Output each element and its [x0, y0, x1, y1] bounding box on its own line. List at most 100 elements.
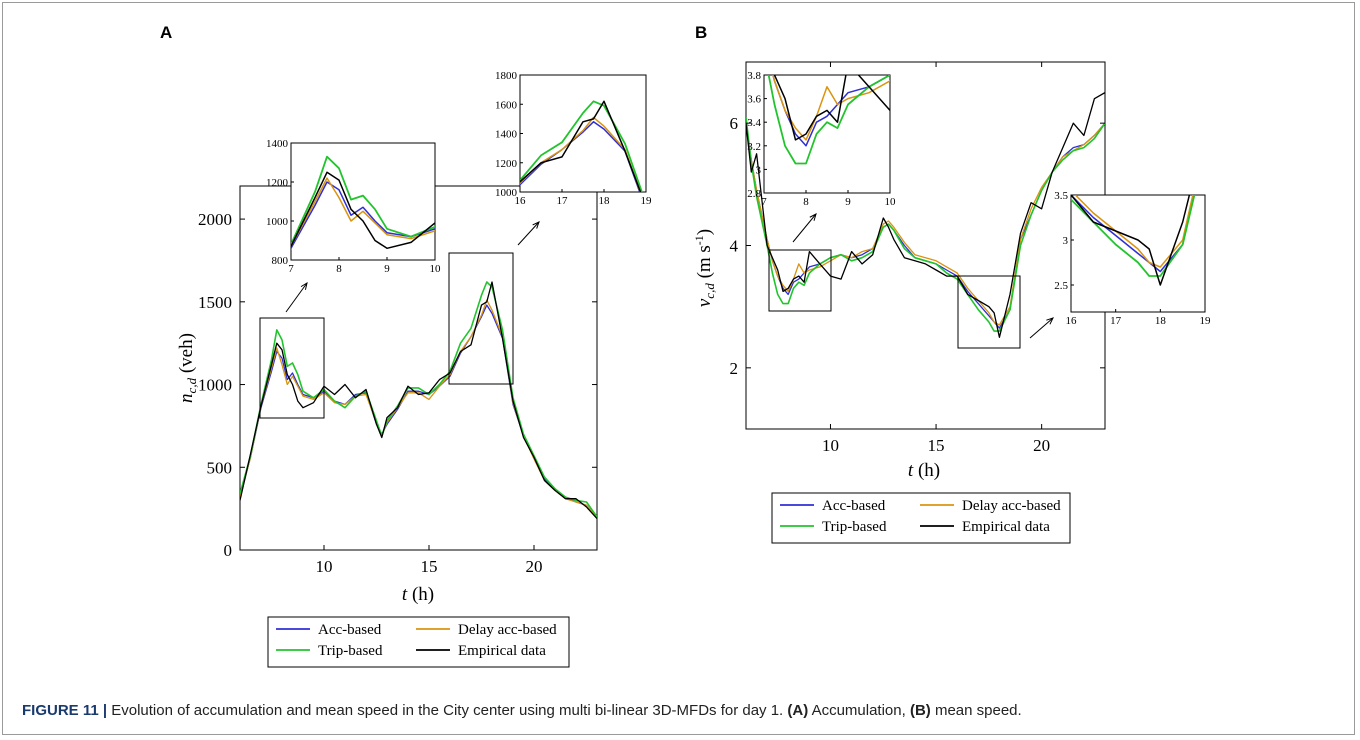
inset-series-line-acc-based	[1071, 195, 1195, 273]
svg-text:vc,d (m s-1): vc,d (m s-1)	[692, 229, 717, 307]
inset-series-line-empirical-data	[773, 75, 890, 141]
inset-series-line-delay-acc-based	[1074, 195, 1194, 268]
zoom-region-box	[448, 252, 514, 385]
inset-x-tick-label: 9	[384, 263, 390, 275]
x-tick-label: 10	[822, 436, 839, 455]
panel-b: B 10 15 20 2 4 6 t (h) vc,d (m s-1) 7 8 9 10 2.8 3 3.2 3…	[692, 23, 1212, 544]
inset-plot: 16 17 18 19 2.5 3 3.5	[1054, 190, 1212, 327]
inset-y-tick-label: 3.8	[747, 70, 761, 82]
inset-series-group	[291, 155, 435, 251]
x-tick-label: 20	[526, 557, 543, 576]
inset-y-tick-label: 3.4	[747, 117, 761, 129]
legend: Acc-based Delay acc-based Trip-based Empiri…	[771, 492, 1071, 544]
inset-series-line-acc-based	[291, 181, 435, 251]
zoom-region-box	[957, 275, 1021, 349]
series-line-trip-based	[240, 281, 597, 518]
series-line-acc-based	[240, 304, 597, 518]
zoom-arrow	[285, 282, 308, 313]
legend-label: Acc-based	[318, 622, 382, 638]
legend-label: Trip-based	[822, 519, 887, 535]
inset-plot: 7 8 9 10 2.8 3 3.2 3.4 3.6 3.8	[747, 70, 897, 208]
y-tick-label: 2000	[198, 210, 232, 229]
zoom-arrow	[517, 221, 540, 246]
inset-x-tick-label: 17	[1110, 315, 1122, 327]
inset-x-tick-label: 18	[1155, 315, 1167, 327]
svg-text:nc,d (veh): nc,d (veh)	[176, 333, 199, 403]
inset-y-tick-label: 2.8	[747, 188, 761, 200]
inset-x-tick-label: 8	[803, 196, 809, 208]
zoom-arrow-head	[532, 221, 540, 229]
x-tick-label: 10	[316, 557, 333, 576]
y-tick-label: 1000	[198, 376, 232, 395]
series-group	[240, 281, 597, 520]
zoom-arrow-head	[300, 281, 308, 290]
legend-item: Acc-based	[276, 622, 382, 638]
y-axis-label: vc,d (m s-1)	[692, 229, 717, 307]
legend-item: Trip-based	[276, 643, 383, 659]
zoom-arrow-head	[809, 213, 817, 221]
inset-y-tick-label: 1400	[495, 129, 518, 141]
y-tick-label: 0	[224, 541, 233, 560]
y-tick-label: 500	[207, 458, 233, 477]
inset-y-tick-label: 3.6	[747, 94, 761, 106]
inset-x-tick-label: 9	[845, 196, 851, 208]
legend-label: Acc-based	[822, 498, 886, 514]
inset-plot: 7 8 9 10 800 1000 1200 1400	[266, 138, 442, 275]
inset-x-tick-label: 7	[761, 196, 767, 208]
x-tick-label: 20	[1033, 436, 1050, 455]
inset-x-tick-label: 17	[557, 195, 569, 207]
legend-item: Acc-based	[780, 498, 886, 514]
legend-label: Empirical data	[458, 643, 546, 659]
x-axis-label: t (h)	[402, 584, 434, 605]
legend-frame	[771, 492, 1071, 544]
inset-x-tick-label: 19	[1200, 315, 1212, 327]
legend-item: Delay acc-based	[920, 498, 1061, 514]
legend-label: Delay acc-based	[458, 622, 557, 638]
inset-y-tick-label: 1000	[266, 216, 289, 228]
inset-series-group	[767, 75, 890, 165]
zoom-region-box	[768, 249, 832, 312]
zoom-region-box	[259, 317, 325, 419]
inset-x-tick-label: 8	[336, 263, 342, 275]
inset-x-tick-label: 10	[430, 263, 442, 275]
inset-y-tick-label: 3	[1063, 235, 1069, 247]
y-axis-label: nc,d (veh)	[176, 333, 199, 403]
y-tick-label: 2	[730, 359, 739, 378]
inset-series-line-acc-based	[772, 75, 890, 147]
x-axis-label: t (h)	[908, 460, 940, 481]
series-line-empirical-data	[746, 92, 1105, 338]
inset-y-tick-label: 1200	[266, 177, 289, 189]
inset-y-tick-label: 800	[272, 255, 289, 267]
y-tick-label: 1500	[198, 293, 232, 312]
caption-a-text: Accumulation,	[808, 702, 910, 719]
legend-frame	[267, 616, 570, 668]
zoom-arrow	[1029, 317, 1054, 339]
inset-y-tick-label: 1000	[495, 187, 518, 199]
zoom-arrow-head	[1046, 317, 1054, 325]
inset-y-tick-label: 1800	[495, 70, 518, 82]
inset-y-tick-label: 2.5	[1054, 280, 1068, 292]
inset-series-line-empirical-data	[291, 171, 435, 250]
caption-text: Evolution of accumulation and mean speed…	[111, 702, 788, 719]
series-line-trip-based	[746, 117, 1105, 332]
inset-y-tick-label: 1200	[495, 158, 518, 170]
figure-caption: FIGURE 11 | Evolution of accumulation an…	[22, 702, 1022, 719]
inset-y-tick-label: 3.5	[1054, 190, 1068, 202]
y-tick-label: 4	[730, 237, 739, 256]
inset-x-tick-label: 16	[515, 195, 527, 207]
x-tick-label: 15	[421, 557, 438, 576]
inset-frame	[519, 74, 647, 193]
inset-series-line-trip-based	[1071, 195, 1196, 277]
inset-y-tick-label: 3	[756, 164, 762, 176]
x-tick-label: 15	[928, 436, 945, 455]
panel-letter: A	[160, 23, 172, 42]
inset-x-tick-label: 16	[1066, 315, 1078, 327]
inset-frame	[763, 74, 891, 194]
inset-x-tick-label: 7	[288, 263, 294, 275]
legend-label: Trip-based	[318, 643, 383, 659]
series-line-delay-acc-based	[746, 122, 1105, 326]
caption-label: FIGURE 11 |	[22, 702, 108, 719]
inset-x-tick-label: 10	[885, 196, 897, 208]
